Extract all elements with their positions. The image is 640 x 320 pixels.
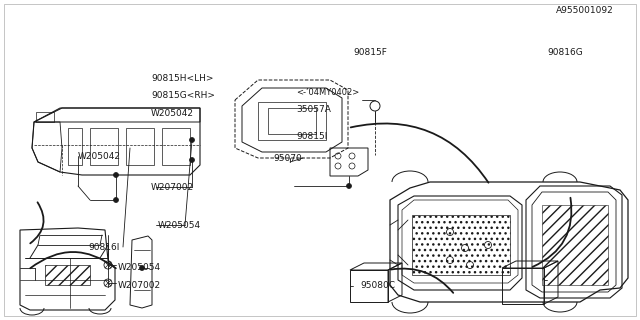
Text: W205042: W205042 (78, 151, 121, 161)
Text: 90815H<LH>: 90815H<LH> (151, 74, 214, 83)
Circle shape (346, 183, 351, 188)
Text: 95070: 95070 (273, 154, 301, 163)
Text: A955001092: A955001092 (556, 5, 614, 14)
Text: 90815F: 90815F (353, 47, 387, 57)
Text: 35057A: 35057A (296, 105, 331, 114)
Text: 90815I: 90815I (296, 132, 328, 140)
Text: W207002: W207002 (118, 281, 161, 290)
Text: <-’04MY0402>: <-’04MY0402> (296, 87, 359, 97)
Text: W205054: W205054 (158, 220, 201, 229)
Text: 90816G: 90816G (547, 47, 583, 57)
Circle shape (113, 172, 118, 178)
Circle shape (189, 157, 195, 163)
Text: 90816I: 90816I (88, 243, 120, 252)
Text: 90815G<RH>: 90815G<RH> (151, 91, 215, 100)
Circle shape (113, 197, 118, 203)
Text: W205042: W205042 (151, 108, 194, 117)
Text: W207002: W207002 (151, 182, 194, 191)
Circle shape (140, 266, 145, 270)
Text: 95080C: 95080C (360, 281, 395, 290)
Circle shape (189, 138, 195, 142)
Text: W205054: W205054 (118, 262, 161, 271)
